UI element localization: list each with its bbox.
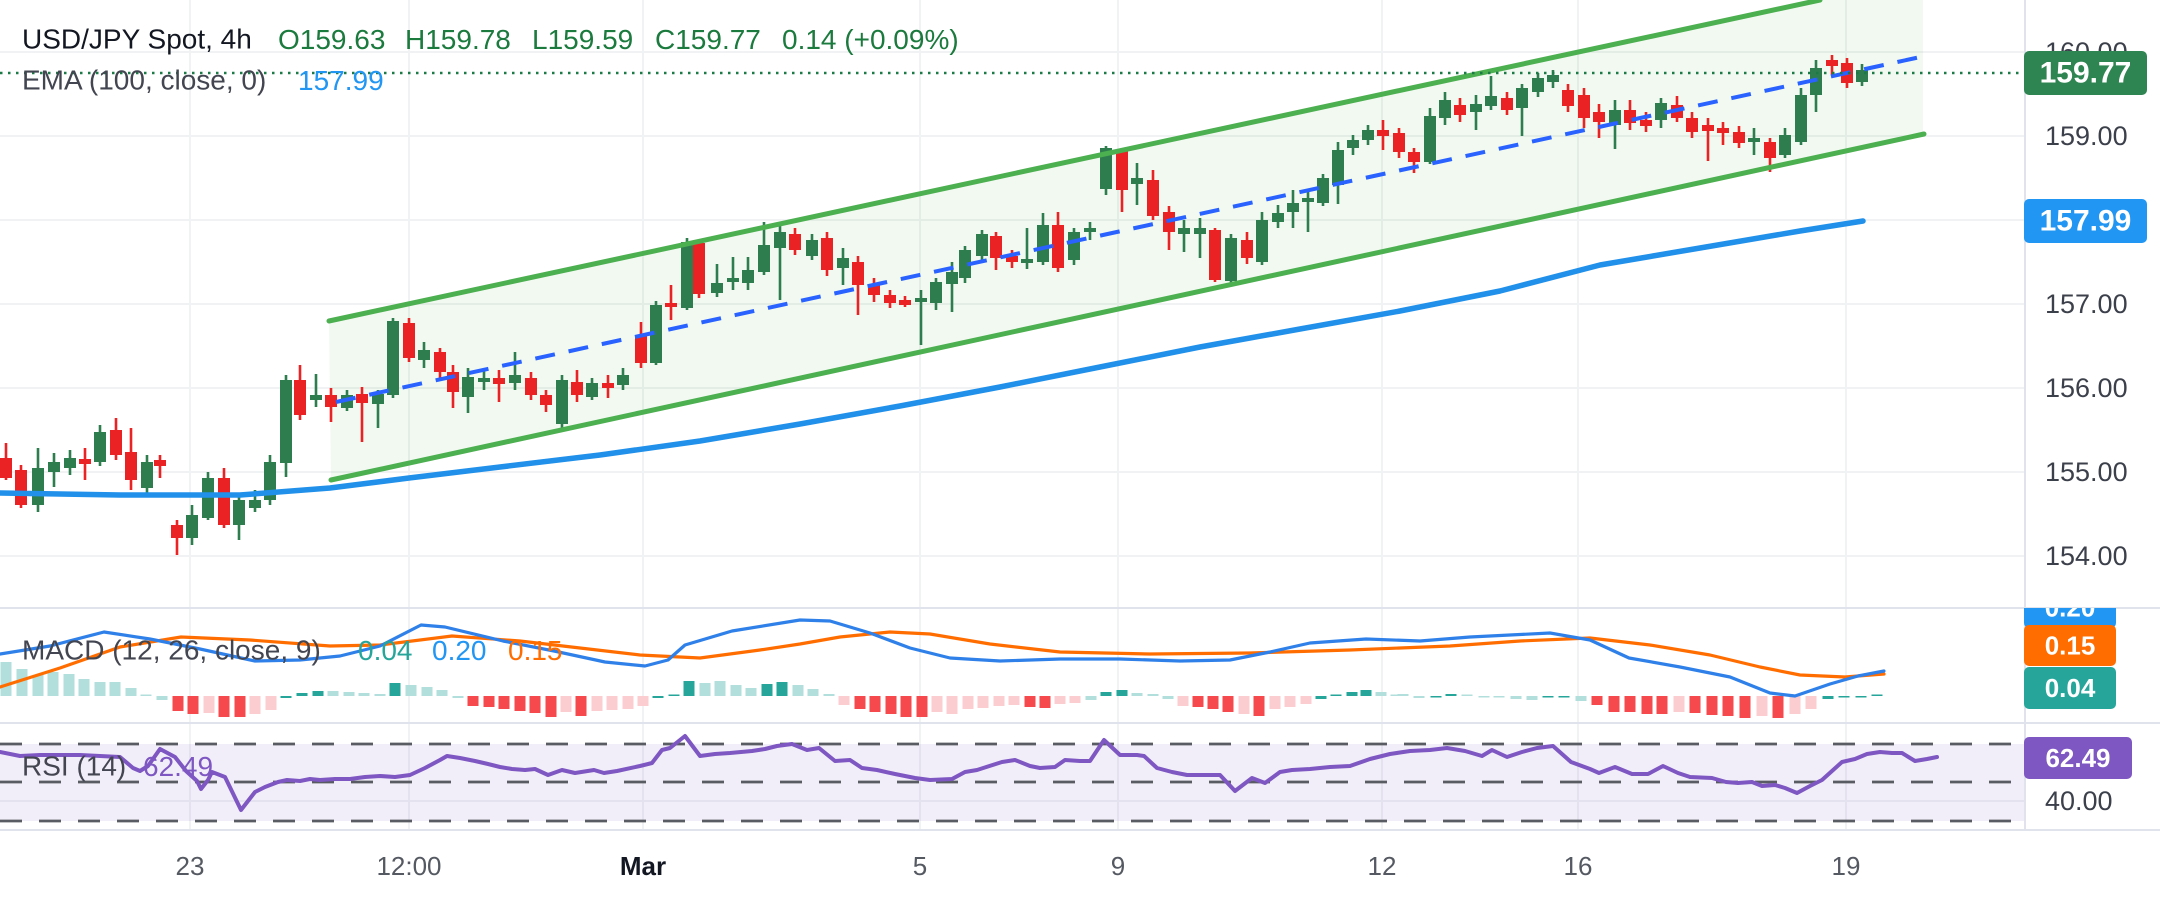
svg-text:RSI (14)62.49: RSI (14) 62.49 (22, 751, 213, 782)
svg-text:23: 23 (176, 851, 205, 881)
svg-text:157.99: 157.99 (2040, 205, 2132, 238)
svg-text:0.15: 0.15 (2045, 631, 2096, 661)
svg-text:159.77: 159.77 (2040, 57, 2132, 90)
svg-text:12:00: 12:00 (376, 851, 441, 881)
svg-text:0.04: 0.04 (2045, 673, 2096, 703)
svg-text:154.00: 154.00 (2045, 541, 2128, 571)
svg-text:EMA (100, close, 0)157.99: EMA (100, close, 0) 157.99 (22, 65, 384, 96)
svg-text:62.49: 62.49 (2045, 743, 2110, 773)
svg-text:19: 19 (1832, 851, 1861, 881)
svg-text:156.00: 156.00 (2045, 373, 2128, 403)
svg-text:0.20: 0.20 (2045, 593, 2096, 623)
svg-text:159.00: 159.00 (2045, 121, 2128, 151)
svg-text:12: 12 (1368, 851, 1397, 881)
svg-text:157.00: 157.00 (2045, 289, 2128, 319)
svg-text:Mar: Mar (620, 851, 666, 881)
svg-text:MACD (12, 26, close, 9)0.040.2: MACD (12, 26, close, 9) 0.04 0.20 0.15 (22, 635, 563, 666)
svg-text:40.00: 40.00 (2045, 786, 2113, 816)
svg-text:16: 16 (1564, 851, 1593, 881)
svg-text:5: 5 (913, 851, 927, 881)
svg-text:155.00: 155.00 (2045, 457, 2128, 487)
svg-text:9: 9 (1111, 851, 1125, 881)
